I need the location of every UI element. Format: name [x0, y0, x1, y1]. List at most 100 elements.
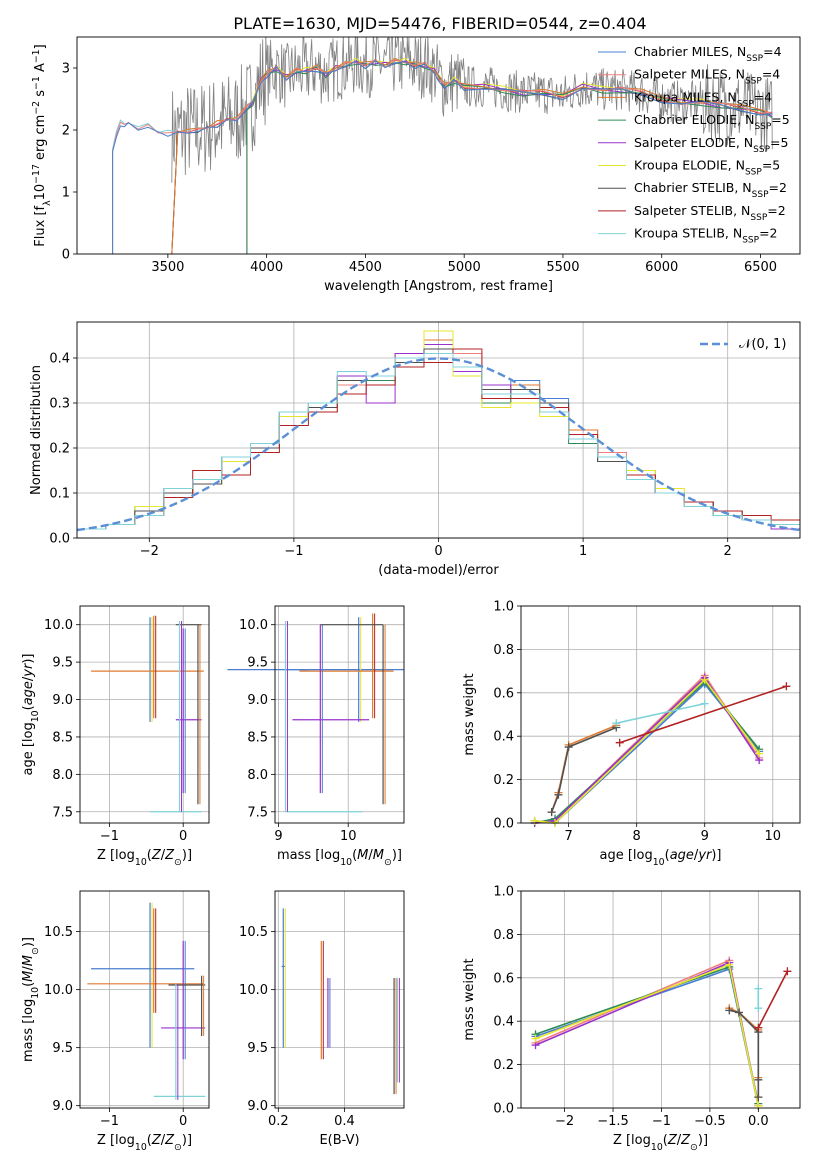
legend-entry: Salpeter STELIB, NSSP=2	[634, 203, 786, 223]
age-weights-x-tick-label: 7	[564, 829, 572, 844]
ebv-vs-mass-frame	[274, 890, 405, 1109]
Z-vs-mass-x-tick-label: 0	[179, 1114, 187, 1129]
spectrum-frame	[76, 36, 801, 255]
spectrum-x-tick-label: 5000	[448, 260, 481, 275]
Z-weights-point-marker	[754, 984, 763, 993]
Z-vs-mass-x-axis-label: Z [log10(Z/Z⊙)]	[97, 1133, 192, 1153]
spectrum-x-tick-label: 5500	[546, 260, 579, 275]
age-weights-y-axis-label: mass weight	[462, 673, 477, 755]
Z-vs-age-y-tick-label: 9.5	[52, 656, 73, 671]
Z-vs-age-y-axis-label: age [log10(age/yr)]	[21, 653, 41, 775]
Z-weights-point-marker	[783, 967, 792, 976]
Z-weights-y-tick-label: 0.0	[493, 1102, 514, 1117]
residuals-x-tick-label: 2	[724, 544, 732, 559]
Z-weights-point-marker	[754, 1023, 763, 1032]
ebv-vs-mass-x-tick-label: 0.4	[334, 1114, 355, 1129]
residuals-x-tick-label: 0	[434, 544, 442, 559]
Z-weights-series-line	[535, 959, 760, 1106]
Z-weights-point-marker	[725, 1006, 734, 1015]
Z-vs-age-x-axis-label: Z [log10(Z/Z⊙)]	[97, 848, 192, 868]
Z-vs-age-x-tick-label: −1	[100, 829, 119, 844]
residuals-y-axis-label: Normed distribution	[29, 365, 44, 495]
spectrum-y-tick-label: 3	[62, 62, 70, 77]
Z-weights-x-axis-label: Z [log10(Z/Z⊙)]	[613, 1133, 708, 1153]
Z-weights-point-marker	[754, 1093, 763, 1102]
legend-entry: Chabrier STELIB, NSSP=2	[634, 180, 787, 200]
Z-vs-mass-y-tick-label: 10.0	[44, 983, 73, 998]
Z-weights-y-tick-label: 0.2	[493, 1058, 514, 1073]
Z-weights-series-line	[757, 970, 789, 1029]
age-weights-series-line	[616, 702, 705, 724]
age-weights-series-line	[550, 724, 617, 813]
ebv-vs-mass-y-tick-label: 9.0	[247, 1099, 268, 1114]
Z-weights-x-tick-label: −1	[652, 1114, 671, 1129]
mass-vs-age-y-tick-label: 8.5	[247, 730, 268, 745]
Z-weights-series-line	[535, 961, 760, 1106]
age-weights-series-line	[534, 678, 760, 824]
ebv-vs-mass-y-tick-label: 9.5	[247, 1041, 268, 1056]
age-weights-point-marker	[700, 675, 709, 684]
Z-weights-y-tick-label: 0.4	[493, 1015, 514, 1030]
Z-vs-age-y-tick-label: 8.0	[52, 768, 73, 783]
age-weights-y-tick-label: 1.0	[493, 600, 514, 615]
mass-vs-age-x-tick-label: 10	[340, 829, 357, 844]
Z-weights-point-marker	[754, 1075, 763, 1084]
legend-entry: Chabrier ELODIE, NSSP=5	[634, 112, 790, 132]
age-weights-point-marker	[782, 682, 791, 691]
ebv-vs-mass-x-axis-label: E(B-V)	[319, 1133, 359, 1148]
residuals-x-tick-label: 1	[579, 544, 587, 559]
residuals-x-axis-label: (data-model)/error	[378, 563, 499, 578]
legend-entry: 𝒩(0, 1)	[739, 337, 786, 352]
legend-entry: Kroupa STELIB, NSSP=2	[634, 226, 778, 246]
Z-weights-x-tick-label: −2	[555, 1114, 574, 1129]
age-weights-y-tick-label: 0.6	[493, 686, 514, 701]
age-weights-point-marker	[615, 738, 624, 747]
Z-weights-x-tick-label: 0.0	[748, 1114, 769, 1129]
spectrum-x-tick-label: 4000	[250, 260, 283, 275]
spectrum-y-tick-label: 0	[62, 248, 70, 263]
mass-vs-age-y-tick-label: 9.0	[247, 693, 268, 708]
spectrum-y-axis-label: Flux [fλ10−17 erg cm−2 s−1 A−1]	[31, 44, 53, 246]
Z-weights-x-tick-label: −1.5	[597, 1114, 629, 1129]
mass-vs-age-y-tick-label: 7.5	[247, 805, 268, 820]
Z-weights-series-line	[535, 968, 760, 1106]
mass-vs-age-x-axis-label: mass [log10(M/M⊙)]	[277, 848, 402, 868]
Z-vs-age-y-tick-label: 8.5	[52, 730, 73, 745]
Z-vs-mass-y-tick-label: 9.0	[52, 1099, 73, 1114]
age-weights-x-tick-label: 10	[765, 829, 782, 844]
mass-vs-age-x-tick-label: 9	[274, 829, 282, 844]
age-weights-point-marker	[755, 749, 764, 758]
Z-vs-mass-y-tick-label: 9.5	[52, 1041, 73, 1056]
spectrum-model-line	[112, 59, 773, 254]
Z-weights-x-tick-label: −0.5	[694, 1114, 726, 1129]
Z-weights-series-line	[535, 963, 760, 1106]
Z-vs-age-frame	[79, 605, 210, 824]
age-weights-point-marker	[530, 816, 539, 825]
age-weights-point-marker	[700, 699, 709, 708]
age-weights-point-marker	[612, 719, 621, 728]
normal-curve	[76, 357, 801, 532]
age-weights-point-marker	[564, 743, 573, 752]
age-weights-series-line	[619, 685, 787, 744]
spectrum-x-tick-label: 4500	[349, 260, 382, 275]
residuals-x-tick-label: −2	[140, 544, 159, 559]
spectrum-x-tick-label: 6500	[744, 260, 777, 275]
spectrum-x-tick-label: 6000	[645, 260, 678, 275]
Z-vs-age-x-tick-label: 0	[179, 829, 187, 844]
Z-vs-age-y-tick-label: 9.0	[52, 693, 73, 708]
age-weights-y-tick-label: 0.4	[493, 730, 514, 745]
Z-vs-age-y-tick-label: 10.0	[44, 618, 73, 633]
figure-title: PLATE=1630, MJD=54476, FIBERID=0544, z=0…	[233, 14, 646, 33]
legend-entry: Salpeter MILES, NSSP=4	[634, 67, 780, 87]
Z-weights-y-tick-label: 0.8	[493, 928, 514, 943]
spectrum-plot-area	[112, 37, 773, 254]
residuals-frame	[76, 321, 801, 539]
spectrum-y-tick-label: 1	[62, 186, 70, 201]
Z-vs-mass-y-tick-label: 10.5	[44, 925, 73, 940]
residuals-y-tick-label: 0.2	[49, 442, 70, 457]
Z-vs-age-y-tick-label: 7.5	[52, 805, 73, 820]
age-weights-point-marker	[547, 808, 556, 817]
Z-weights-y-tick-label: 0.6	[493, 971, 514, 986]
residuals-y-tick-label: 0.4	[49, 352, 70, 367]
Z-weights-frame	[520, 890, 801, 1109]
